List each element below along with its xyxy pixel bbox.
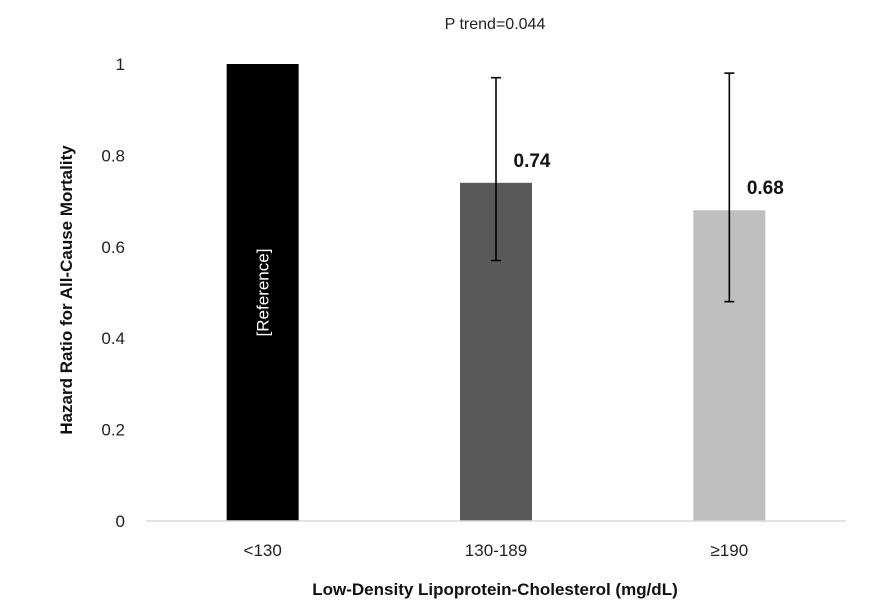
y-tick-label: 0.4 <box>101 329 125 348</box>
reference-label: [Reference] <box>254 249 273 337</box>
y-tick-label: 0.8 <box>101 146 125 165</box>
y-axis: 0 0.2 0.4 0.6 0.8 1 <box>101 55 125 531</box>
bars: [Reference] <box>226 64 766 522</box>
x-axis-title: Low-Density Lipoprotein-Cholesterol (mg/… <box>312 580 677 599</box>
bar <box>226 64 299 521</box>
y-axis-title: Hazard Ratio for All-Cause Mortality <box>57 145 76 435</box>
data-label: 0.74 <box>514 151 551 172</box>
y-tick-label: 1 <box>116 55 125 74</box>
x-tick-label: ≥190 <box>710 541 748 560</box>
x-tick-label: <130 <box>244 541 282 560</box>
y-tick-label: 0.6 <box>101 238 125 257</box>
data-label: 0.68 <box>747 178 784 199</box>
x-tick-label: 130-189 <box>465 541 527 560</box>
error-bars <box>491 72 735 303</box>
data-labels: 0.74 0.68 <box>514 151 784 199</box>
y-tick-label: 0.2 <box>101 421 125 440</box>
chart-title: P trend=0.044 <box>445 16 546 33</box>
y-tick-label: 0 <box>116 512 125 531</box>
x-axis: <130 130-189 ≥190 <box>244 541 749 560</box>
